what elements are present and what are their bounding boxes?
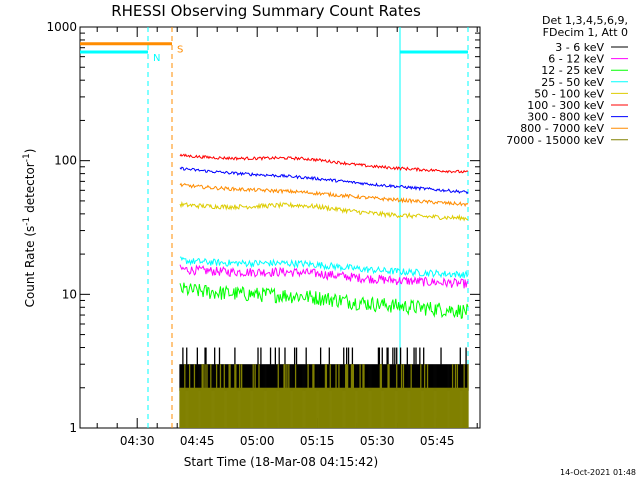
- flag-label: S: [177, 45, 183, 56]
- y-axis-label: Count Rate (s-1 detector-1): [22, 149, 37, 308]
- y-tick-label: 1000: [46, 20, 77, 34]
- series-line: [179, 256, 469, 279]
- series-1: [179, 264, 469, 289]
- flag-label: N: [153, 53, 160, 64]
- series-5: [179, 153, 469, 174]
- series-2: [179, 282, 469, 320]
- legend-label: 6 - 12 keV: [548, 53, 604, 66]
- series-4: [179, 200, 469, 222]
- legend-label: 300 - 800 keV: [527, 111, 604, 124]
- x-tick-label: 05:00: [240, 434, 275, 448]
- series-line: [179, 166, 469, 195]
- legend-header: FDecim 1, Att 0: [543, 26, 628, 39]
- series-line: [179, 282, 469, 320]
- legend-label: 800 - 7000 keV: [520, 122, 604, 135]
- legend-header: Det 1,3,4,5,6,9,: [542, 14, 628, 27]
- series-line: [179, 264, 469, 289]
- flag-saa: S: [80, 27, 183, 428]
- x-tick-label: 05:15: [300, 434, 335, 448]
- x-tick-label: 05:45: [420, 434, 455, 448]
- legend-label: 7000 - 15000 keV: [506, 134, 604, 147]
- x-tick-label: 05:30: [360, 434, 395, 448]
- x-tick-label: 04:30: [120, 434, 155, 448]
- series-line: [179, 182, 469, 208]
- series-6: [179, 166, 469, 195]
- legend-label: 50 - 100 keV: [534, 87, 604, 100]
- x-tick-label: 04:45: [180, 434, 215, 448]
- flag-night: N: [80, 27, 160, 428]
- series-7: [179, 182, 469, 208]
- series-3: [179, 256, 469, 279]
- y-tick-label: 100: [54, 154, 77, 168]
- legend-label: 25 - 50 keV: [541, 76, 604, 89]
- legend-label: 12 - 25 keV: [541, 64, 604, 77]
- timestamp: 14-Oct-2021 01:48: [560, 468, 636, 477]
- plot-axes: 1 10 100 1000 04:30 04:45 05:00 05:15 05:30 05:45: [46, 20, 481, 448]
- x-axis-label: Start Time (18-Mar-08 04:15:42): [184, 455, 378, 469]
- legend-label: 100 - 300 keV: [527, 99, 604, 112]
- chart-title: RHESSI Observing Summary Count Rates: [111, 2, 421, 20]
- series-line: [179, 153, 469, 174]
- y-tick-label: 10: [62, 287, 77, 301]
- series-8: [179, 364, 469, 428]
- legend: Det 1,3,4,5,6,9,FDecim 1, Att 0 3 - 6 keV…: [506, 14, 628, 147]
- y-tick-label: 1: [69, 421, 77, 435]
- plot-marks: NS: [80, 27, 469, 428]
- series-line: [179, 200, 469, 222]
- legend-label: 3 - 6 keV: [555, 41, 604, 54]
